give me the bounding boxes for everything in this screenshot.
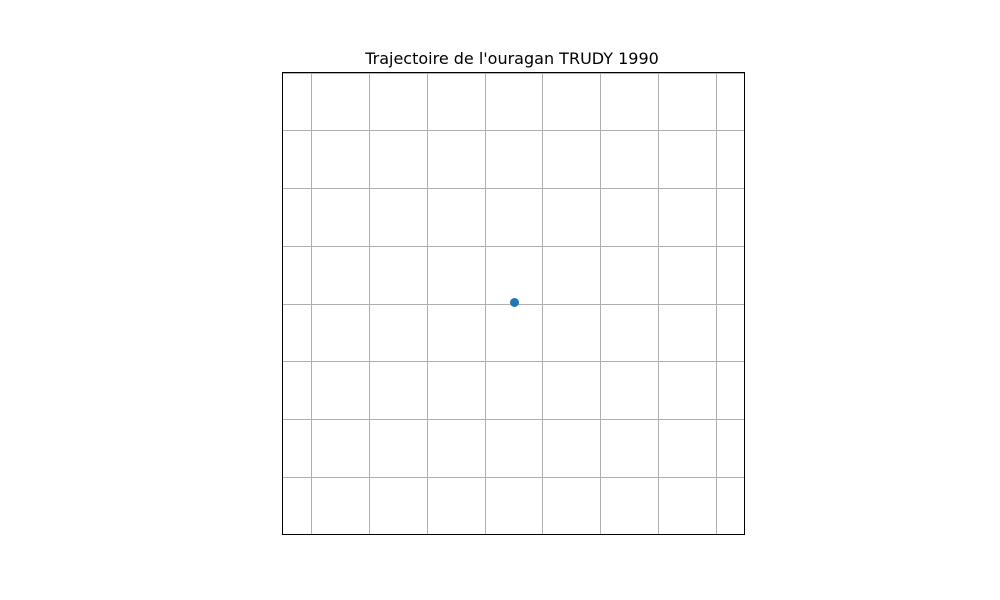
data-point-0-0 [510, 298, 519, 307]
data-points [510, 298, 519, 307]
plot-frame [282, 72, 745, 535]
chart-title: Trajectoire de l'ouragan TRUDY 1990 [364, 49, 659, 68]
grid [282, 72, 745, 535]
